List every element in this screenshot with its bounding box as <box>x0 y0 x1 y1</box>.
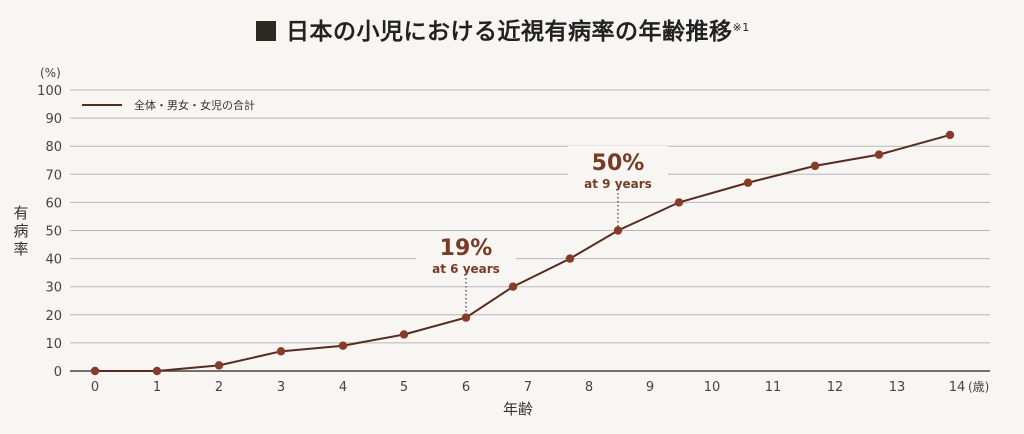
x-tick-label: 3 <box>277 380 285 395</box>
x-tick-label: 7 <box>524 380 532 395</box>
data-point-marker <box>508 282 518 291</box>
y-tick-label: 60 <box>45 196 62 211</box>
y-tick-label: 90 <box>45 112 62 127</box>
data-point-marker <box>674 198 684 207</box>
x-tick-label: 9 <box>646 380 654 395</box>
y-tick-label: 20 <box>45 309 62 324</box>
data-point-marker <box>338 341 348 350</box>
title-square-icon <box>256 21 276 41</box>
x-tick-label: 8 <box>585 380 593 395</box>
x-tick-label: 12 <box>827 380 844 395</box>
annotation-value: 19% <box>440 236 493 261</box>
data-point-marker <box>276 347 286 356</box>
y-axis-unit: (%) <box>40 66 61 80</box>
data-point-marker <box>874 150 884 159</box>
x-tick-label: 13 <box>889 380 906 395</box>
x-tick-label: 5 <box>400 380 408 395</box>
data-point-marker <box>613 226 623 235</box>
x-tick-label: 6 <box>462 380 470 395</box>
x-tick-label: 2 <box>215 380 223 395</box>
data-line <box>95 133 951 372</box>
y-tick-label: 0 <box>54 365 62 380</box>
y-tick-label: 40 <box>45 253 62 268</box>
data-point-marker <box>214 361 224 370</box>
annotation-value: 50% <box>592 151 645 176</box>
data-point-marker <box>399 330 409 339</box>
data-point-marker <box>90 366 100 376</box>
data-point-marker <box>743 178 753 187</box>
legend-label: 全体・男女・女児の合計 <box>134 98 255 112</box>
annotation-subtext: at 6 years <box>432 262 500 276</box>
y-tick-label: 80 <box>45 140 62 155</box>
x-tick-label: 1 <box>153 380 161 395</box>
chart-title: 日本の小児における近視有病率の年齢推移※1 <box>256 12 750 46</box>
data-point-marker <box>152 366 162 376</box>
x-tick-label: 14 <box>949 380 966 395</box>
data-point-marker <box>565 254 575 263</box>
footnote-mark: ※1 <box>732 21 750 34</box>
x-tick-label: 10 <box>704 380 721 395</box>
x-tick-label: 4 <box>339 380 347 395</box>
x-axis-label: 年齢 <box>503 400 534 418</box>
annotation-subtext: at 9 years <box>584 177 652 191</box>
data-point-marker <box>810 161 820 171</box>
x-tick-label: 0 <box>91 380 99 395</box>
y-tick-label: 10 <box>45 337 62 352</box>
y-axis-label: 有病率 <box>13 204 29 258</box>
data-point-marker <box>461 313 471 322</box>
x-axis-unit: (歳) <box>968 380 989 394</box>
x-tick-label: 11 <box>765 380 782 395</box>
y-tick-label: 50 <box>45 225 62 240</box>
y-tick-label: 100 <box>37 84 62 99</box>
data-point-marker <box>945 130 955 140</box>
y-tick-label: 30 <box>45 281 62 296</box>
y-tick-label: 70 <box>45 168 62 183</box>
